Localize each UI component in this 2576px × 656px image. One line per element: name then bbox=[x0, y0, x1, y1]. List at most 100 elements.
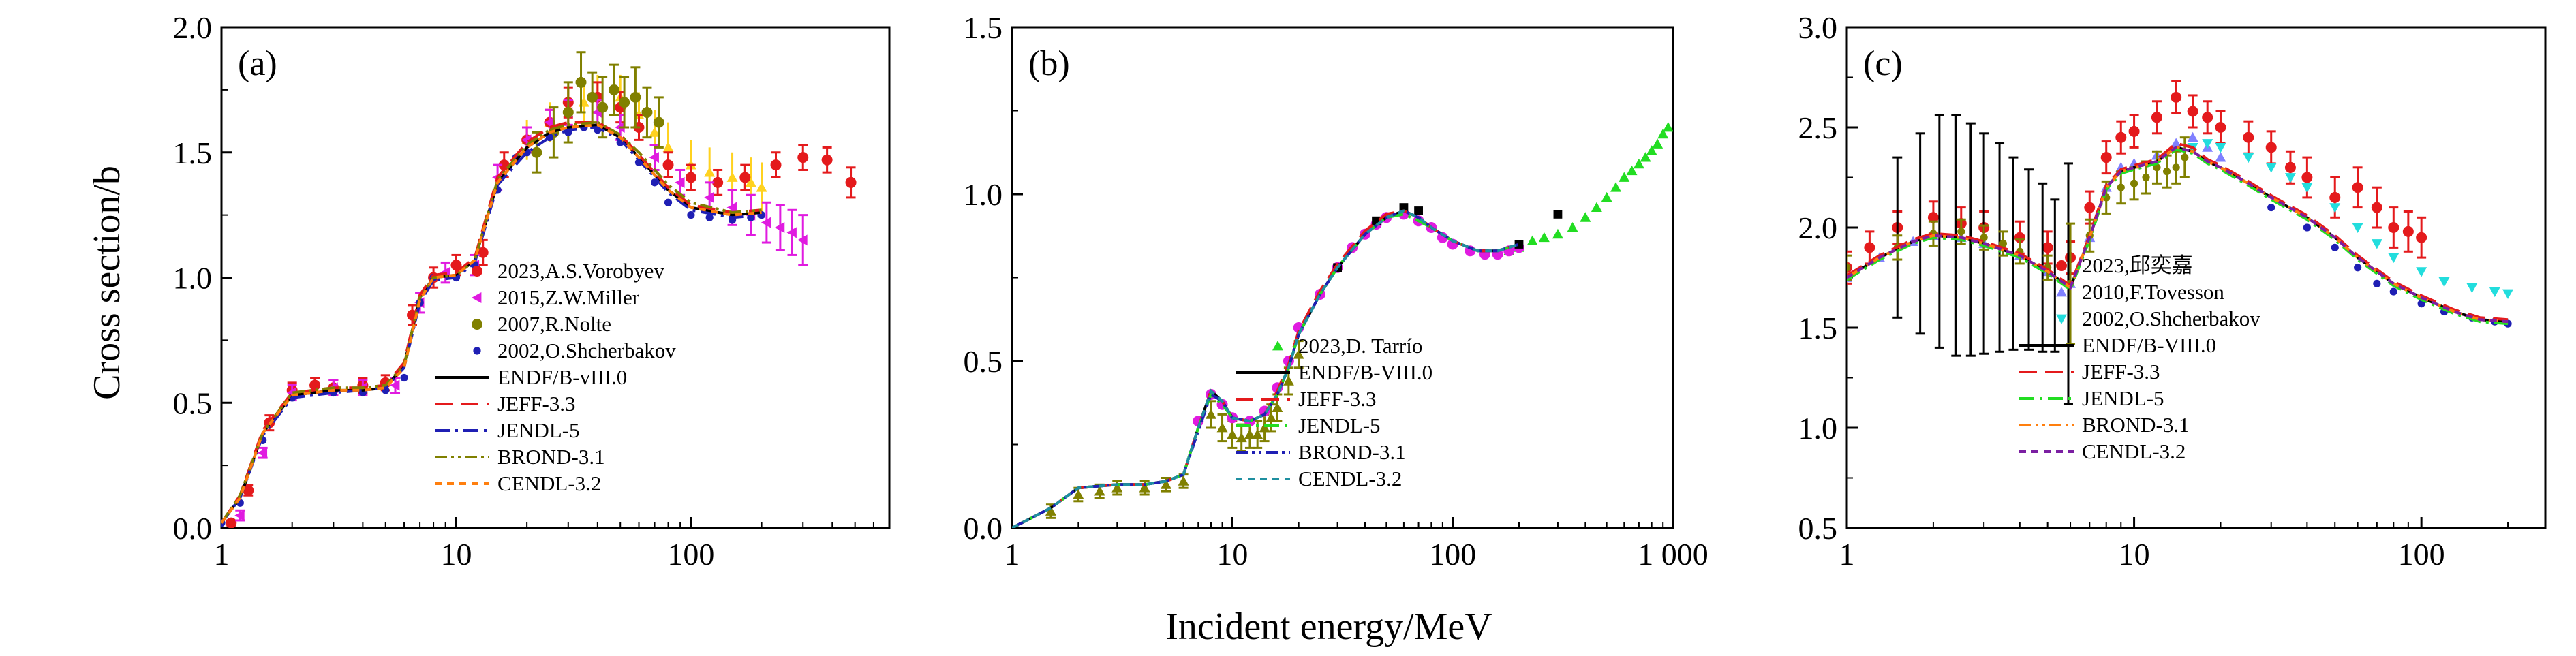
panel1-series-2-point-7 bbox=[619, 97, 630, 108]
panel2-series-6-point-7 bbox=[1205, 409, 1216, 419]
legend-2-entry-0-swatch-point-0 bbox=[1272, 341, 1283, 351]
panel3-series-0-point-26 bbox=[2402, 225, 2414, 237]
panel3-series-2-point-4 bbox=[2265, 163, 2277, 173]
panel1-series-2 bbox=[531, 51, 664, 174]
y-tick-label-1-4: 2.0 bbox=[173, 10, 213, 45]
legend-3-entry-5: JENDL-5 bbox=[2019, 386, 2164, 410]
legend-1-entry-2: 2007,R.Nolte bbox=[472, 312, 611, 336]
panel1-series-1-point-15 bbox=[649, 152, 659, 163]
legend-3-entry-7: CENDL-3.2 bbox=[2019, 439, 2186, 463]
panel2-series-1-line bbox=[1012, 209, 1520, 528]
panel3-series-0-point-14 bbox=[2171, 91, 2182, 103]
panel1-series-0-point-25 bbox=[821, 154, 833, 166]
legend-3-entry-6-label: BROND-3.1 bbox=[2082, 413, 2190, 437]
panel3-series-0-point-7 bbox=[2042, 242, 2053, 253]
panel2-series-6-point-5 bbox=[1161, 479, 1172, 489]
panel1-series-1-point-17 bbox=[704, 191, 714, 203]
panel3-series-10 bbox=[2267, 204, 2512, 328]
panel1-series-2-point-0 bbox=[531, 146, 542, 158]
panel1-series-0-point-20 bbox=[685, 172, 696, 183]
legend-1-entry-5-label: JEFF-3.3 bbox=[497, 392, 576, 416]
legend-3-entry-3: ENDF/B-VIII.0 bbox=[2019, 333, 2216, 357]
panel3-series-2-point-10 bbox=[2388, 253, 2399, 264]
panel2-series-6-point-15 bbox=[1272, 402, 1283, 412]
legend-2-entry-1: ENDF/B-VIII.0 bbox=[1236, 360, 1432, 384]
x-tick-label-1-1: 10 bbox=[440, 537, 472, 572]
y-tick-label-1-3: 1.5 bbox=[173, 136, 213, 170]
panel1-series-3-point-24 bbox=[705, 213, 714, 221]
panel1-series-9 bbox=[521, 74, 767, 213]
data-layer-1 bbox=[221, 51, 857, 528]
panel3-series-0-point-24 bbox=[2371, 202, 2382, 213]
legend-1-entry-7-label: BROND-3.1 bbox=[497, 445, 605, 469]
panel2-series-6-point-8 bbox=[1216, 422, 1228, 433]
panel3-series-0-point-3 bbox=[1927, 212, 1939, 223]
y-tick-label-2-3: 1.5 bbox=[964, 10, 1003, 45]
panel3-series-0-point-20 bbox=[2284, 161, 2296, 173]
y-tick-label-3-2: 1.5 bbox=[1798, 311, 1838, 345]
legend-2-entry-3: JENDL-5 bbox=[1236, 413, 1381, 437]
panel1-series-6 bbox=[221, 125, 762, 524]
panel-label-3: (c) bbox=[1863, 44, 1903, 83]
panel3-series-9-point-11 bbox=[2117, 183, 2125, 191]
panel2-series-0-point-10 bbox=[1619, 172, 1630, 182]
panel3-series-0-point-13 bbox=[2151, 112, 2162, 123]
panel1-series-0-point-10 bbox=[450, 260, 462, 271]
panel1-series-2-point-9 bbox=[641, 106, 653, 118]
panel1-series-9-point-7 bbox=[649, 127, 660, 137]
data-layer-2 bbox=[1012, 122, 1673, 528]
legend-1-entry-6-label: JENDL-5 bbox=[497, 418, 580, 442]
panel3-series-0-point-16 bbox=[2202, 112, 2213, 123]
panel1-series-8 bbox=[221, 123, 762, 524]
panel3-series-0-point-23 bbox=[2352, 182, 2363, 193]
legend-1-entry-3: 2002,O.Shcherbakov bbox=[473, 339, 676, 362]
panel2-series-4-line bbox=[1012, 209, 1520, 528]
panel1-series-1-point-16 bbox=[675, 176, 685, 188]
legend-3-entry-2-swatch-point-0 bbox=[2056, 314, 2067, 324]
panel3-series-10-point-5 bbox=[2389, 287, 2397, 296]
panel3-series-2-point-13 bbox=[2466, 283, 2478, 294]
legend-1-entry-0-swatch-point-0 bbox=[472, 266, 482, 277]
legend-3-entry-1: 2010,F.Tovesson bbox=[2056, 280, 2224, 304]
panel1-series-9-point-11 bbox=[726, 172, 738, 182]
panel3-series-0-point-9 bbox=[2084, 202, 2096, 213]
panel2-series-6-point-11 bbox=[1244, 428, 1255, 439]
panel1-series-2-point-4 bbox=[587, 91, 598, 103]
legend-3: 2023,邱奕嘉 2010,F.Tovesson 2002,O.Shcherbako… bbox=[2019, 253, 2260, 463]
panel3-series-0-point-1 bbox=[1864, 242, 1875, 253]
panel3-series-10-point-0 bbox=[2267, 204, 2275, 212]
panel3-series-2-point-6 bbox=[2301, 183, 2313, 193]
legend-3-entry-2: 2002,O.Shcherbakov bbox=[2056, 307, 2260, 330]
panel3-series-0-point-19 bbox=[2265, 142, 2277, 153]
panel2-series-8-point-2 bbox=[1399, 203, 1409, 212]
panel1-series-3-point-26 bbox=[747, 213, 755, 221]
panel2-series-6-point-3 bbox=[1111, 482, 1123, 493]
panel3-series-2-point-11 bbox=[2416, 267, 2427, 277]
panel1-series-0-point-1 bbox=[243, 484, 254, 496]
panel2-series-6-point-0 bbox=[1045, 505, 1056, 516]
panel3-series-9-point-17 bbox=[2181, 153, 2189, 161]
panel3-series-0-point-18 bbox=[2243, 131, 2254, 143]
panel2-series-6-point-17 bbox=[1293, 349, 1304, 359]
panel1-series-9-point-13 bbox=[756, 182, 767, 192]
panel1-series-2-point-8 bbox=[630, 91, 641, 103]
panel2-series-6-point-1 bbox=[1073, 489, 1084, 499]
panel1-series-9-point-12 bbox=[745, 176, 756, 187]
panel3-series-2-point-14 bbox=[2489, 287, 2500, 298]
panel3-series-10-point-3 bbox=[2354, 264, 2362, 272]
y-tick-label-2-2: 1.0 bbox=[964, 177, 1003, 212]
panel1-series-1-point-20 bbox=[761, 217, 771, 228]
y-tick-label-3-0: 0.5 bbox=[1798, 511, 1838, 546]
legend-2-entry-3-label: JENDL-5 bbox=[1298, 413, 1381, 437]
panel1-series-1-point-21 bbox=[774, 222, 785, 233]
panel2-series-6-point-16 bbox=[1283, 375, 1294, 386]
panel3-series-0-point-25 bbox=[2388, 222, 2399, 233]
panel3-series-9-point-3 bbox=[1957, 228, 1965, 236]
panel3-series-9-point-15 bbox=[2163, 168, 2171, 176]
y-tick-label-3-3: 2.0 bbox=[1798, 210, 1838, 245]
panel3-series-9-point-13 bbox=[2142, 173, 2150, 182]
panel-1: 0.0 0.5 1.0 1.5 2.0 1 10 100 (a) 2023,A.S.Vorobye… bbox=[173, 10, 891, 572]
panel3-series-2-point-12 bbox=[2438, 277, 2450, 287]
